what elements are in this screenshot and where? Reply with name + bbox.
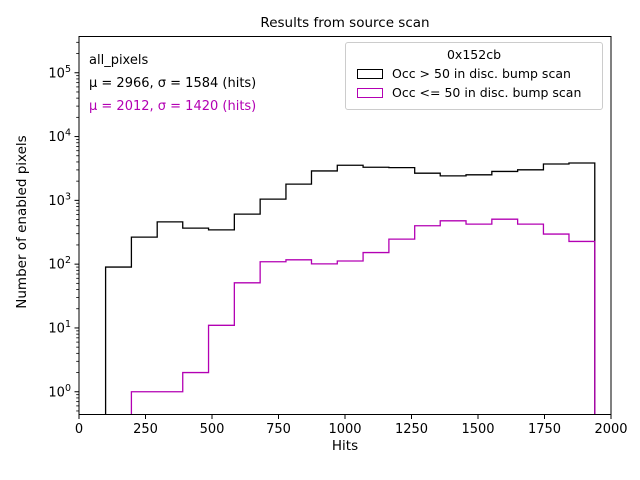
legend-entry-label: Occ <= 50 in disc. bump scan bbox=[392, 85, 582, 100]
black-histogram-swatch-icon bbox=[357, 68, 383, 79]
legend-box: 0x152cb Occ > 50 in disc. bump scan Occ … bbox=[345, 42, 603, 110]
svg-text:1750: 1750 bbox=[528, 422, 561, 437]
y-axis-ticks: 100 101 102 103 104 105 bbox=[48, 64, 79, 401]
legend-entry-occ-le-50: Occ <= 50 in disc. bump scan bbox=[346, 85, 602, 100]
x-axis-ticks: 0 250 500 750 1000 1250 1500 1750 2000 bbox=[75, 414, 628, 437]
svg-text:1250: 1250 bbox=[395, 422, 428, 437]
series-0-step-line bbox=[104, 162, 596, 415]
legend-title: 0x152cb bbox=[446, 47, 502, 62]
svg-text:2000: 2000 bbox=[594, 422, 627, 437]
svg-text:250: 250 bbox=[133, 422, 158, 437]
svg-text:102: 102 bbox=[48, 255, 71, 273]
annotation-stats-black: μ = 2966, σ = 1584 (hits) bbox=[89, 76, 257, 91]
y-axis-label: Number of enabled pixels bbox=[14, 135, 30, 309]
x-axis-label: Hits bbox=[331, 438, 359, 454]
legend-entry-label: Occ > 50 in disc. bump scan bbox=[392, 66, 571, 81]
chart-title: Results from source scan bbox=[260, 15, 430, 31]
svg-text:750: 750 bbox=[266, 422, 291, 437]
svg-text:101: 101 bbox=[48, 319, 71, 337]
svg-text:105: 105 bbox=[48, 64, 71, 82]
annotation-dataset-name: all_pixels bbox=[89, 53, 149, 68]
svg-text:1000: 1000 bbox=[328, 422, 361, 437]
svg-text:103: 103 bbox=[48, 191, 71, 209]
plot-frame bbox=[78, 36, 612, 415]
series-1-step-line bbox=[130, 218, 596, 415]
svg-text:104: 104 bbox=[48, 128, 71, 146]
magenta-histogram-swatch-icon bbox=[357, 87, 383, 98]
svg-text:100: 100 bbox=[48, 383, 71, 401]
svg-text:500: 500 bbox=[200, 422, 225, 437]
svg-text:1500: 1500 bbox=[461, 422, 494, 437]
annotation-stats-magenta: μ = 2012, σ = 1420 (hits) bbox=[89, 99, 257, 114]
svg-text:0: 0 bbox=[75, 422, 83, 437]
legend-entry-occ-gt-50: Occ > 50 in disc. bump scan bbox=[346, 66, 602, 81]
